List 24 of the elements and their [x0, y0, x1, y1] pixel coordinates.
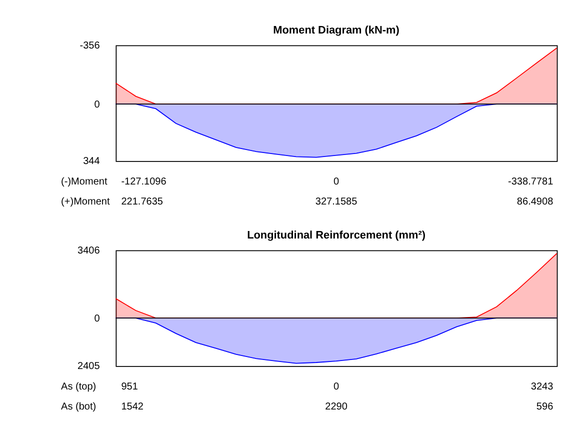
- text: 1542: [121, 402, 144, 413]
- y-tick-label: 2405: [78, 361, 100, 372]
- y-tick-label: 344: [83, 156, 100, 168]
- y-tick-label: 0: [94, 99, 100, 110]
- y-tick-label: 3406: [78, 245, 100, 256]
- text: 951: [121, 382, 138, 393]
- text: 327.1585: [315, 196, 358, 208]
- y-tick-label: -356: [80, 40, 100, 52]
- chart-title: Longitudinal Reinforcement (mm²): [247, 229, 426, 242]
- text: 3243: [530, 382, 554, 393]
- text: (+)Moment: [61, 196, 110, 208]
- text: As (bot): [61, 402, 96, 413]
- text: -127.1096: [121, 176, 167, 188]
- text: 2290: [325, 402, 348, 413]
- text: 221.7635: [121, 196, 164, 208]
- text: 596: [536, 402, 554, 413]
- text: (-)Moment: [61, 176, 108, 188]
- text: 86.4908: [516, 196, 554, 208]
- text: As (top): [61, 382, 96, 393]
- chart-title: Moment Diagram (kN-m): [273, 24, 400, 36]
- text: 0: [333, 176, 340, 188]
- y-tick-label: 0: [94, 313, 100, 324]
- text: -338.7781: [508, 176, 554, 188]
- text: 0: [333, 382, 340, 393]
